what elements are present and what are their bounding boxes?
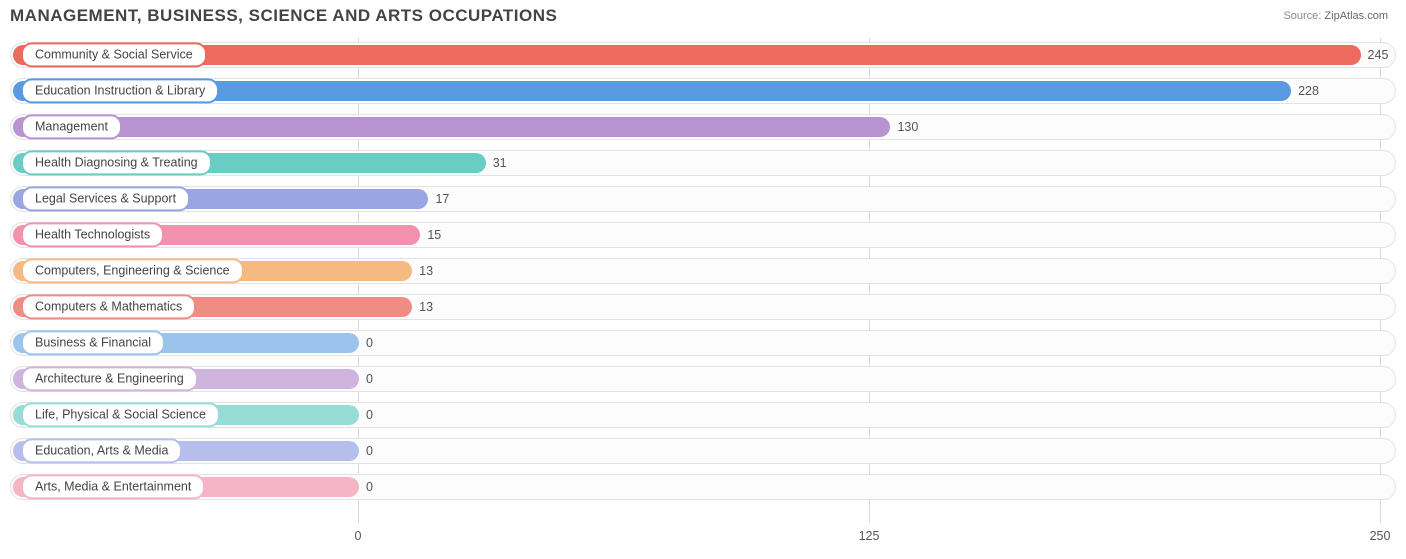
category-pill: Computers, Engineering & Science — [21, 258, 244, 283]
source-attribution: Source: ZipAtlas.com — [1283, 10, 1388, 22]
value-label: 31 — [493, 156, 507, 170]
category-pill: Management — [21, 114, 122, 139]
category-pill: Education Instruction & Library — [21, 78, 219, 103]
bar-track — [10, 222, 1396, 248]
bar-row: Legal Services & Support 17 — [10, 184, 1396, 214]
x-tick-label: 0 — [355, 529, 362, 543]
x-tick-label: 250 — [1370, 529, 1391, 543]
value-label: 0 — [366, 480, 373, 494]
category-pill: Community & Social Service — [21, 42, 207, 67]
bar-track — [10, 366, 1396, 392]
bar-fill — [13, 45, 1361, 65]
chart-container: MANAGEMENT, BUSINESS, SCIENCE AND ARTS O… — [0, 0, 1406, 559]
category-pill: Business & Financial — [21, 330, 165, 355]
bar-row: Life, Physical & Social Science 0 — [10, 400, 1396, 430]
bar-row: Health Technologists 15 — [10, 220, 1396, 250]
value-label: 228 — [1298, 84, 1319, 98]
value-label: 15 — [427, 228, 441, 242]
bar-track — [10, 42, 1396, 68]
value-label: 13 — [419, 264, 433, 278]
category-pill: Arts, Media & Entertainment — [21, 474, 205, 499]
bar-track — [10, 114, 1396, 140]
bar-row: Management 130 — [10, 112, 1396, 142]
category-pill: Architecture & Engineering — [21, 366, 198, 391]
plot-area: Community & Social Service 245 Education I… — [10, 38, 1396, 551]
bar-row: Architecture & Engineering 0 — [10, 364, 1396, 394]
category-pill: Life, Physical & Social Science — [21, 402, 220, 427]
category-pill: Education, Arts & Media — [21, 438, 182, 463]
bar-track — [10, 438, 1396, 464]
bar-track — [10, 474, 1396, 500]
bar-row: Computers, Engineering & Science 13 — [10, 256, 1396, 286]
bar-track — [10, 150, 1396, 176]
bar-fill — [13, 117, 890, 137]
bar-row: Education, Arts & Media 0 — [10, 436, 1396, 466]
bar-row: Arts, Media & Entertainment 0 — [10, 472, 1396, 502]
value-label: 0 — [366, 408, 373, 422]
value-label: 245 — [1368, 48, 1389, 62]
value-label: 17 — [435, 192, 449, 206]
chart-title: MANAGEMENT, BUSINESS, SCIENCE AND ARTS O… — [10, 6, 557, 26]
bar-row: Education Instruction & Library 228 — [10, 76, 1396, 106]
value-label: 0 — [366, 336, 373, 350]
category-pill: Health Diagnosing & Treating — [21, 150, 212, 175]
value-label: 13 — [419, 300, 433, 314]
bar-track — [10, 186, 1396, 212]
x-axis: 0 125 250 — [10, 527, 1396, 551]
bars-area: Community & Social Service 245 Education I… — [10, 38, 1396, 523]
category-pill: Computers & Mathematics — [21, 294, 196, 319]
source-value: ZipAtlas.com — [1324, 10, 1388, 22]
bar-row: Computers & Mathematics 13 — [10, 292, 1396, 322]
bar-row: Health Diagnosing & Treating 31 — [10, 148, 1396, 178]
value-label: 0 — [366, 372, 373, 386]
category-pill: Legal Services & Support — [21, 186, 190, 211]
bar-track — [10, 330, 1396, 356]
value-label: 0 — [366, 444, 373, 458]
category-pill: Health Technologists — [21, 222, 164, 247]
bar-row: Community & Social Service 245 — [10, 40, 1396, 70]
x-tick-label: 125 — [859, 529, 880, 543]
bar-row: Business & Financial 0 — [10, 328, 1396, 358]
bar-track — [10, 294, 1396, 320]
value-label: 130 — [897, 120, 918, 134]
source-label: Source: — [1283, 10, 1321, 22]
